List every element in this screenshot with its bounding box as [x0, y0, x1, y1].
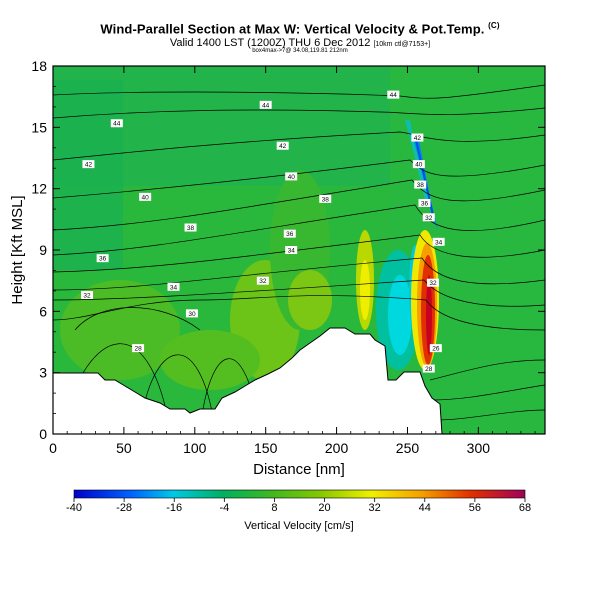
colorbar-scale	[73, 489, 526, 499]
contour-label-box	[387, 90, 400, 99]
contour-label-box	[96, 254, 109, 263]
contour-label-box	[139, 192, 152, 201]
x-tick-label: 150	[254, 440, 278, 456]
contour-label-box	[285, 246, 298, 254]
x-axis-label: Distance [nm]	[253, 461, 345, 478]
contour-label: 44	[262, 102, 270, 109]
contour-label: 44	[390, 92, 398, 99]
x-axis: 0 50 100 150 200 250 300	[49, 66, 536, 456]
contour-label-box	[432, 237, 445, 246]
contour-label: 42	[279, 143, 287, 150]
contour-label: 42	[414, 135, 422, 142]
x-tick-label: 300	[467, 440, 491, 456]
contour-label: 44	[113, 121, 121, 128]
x-tick-label: 50	[116, 440, 132, 456]
contour-label-box	[82, 160, 95, 169]
theta-contours	[53, 84, 545, 431]
colorbar: -40 -28 -16 -4 8 20 32 44 56 68 Vertical Velocity…	[66, 489, 531, 532]
contour-label-box	[167, 282, 180, 291]
contour-label: 38	[322, 196, 330, 203]
colorbar-tick-label: 44	[419, 502, 431, 514]
colorbar-tick-label: 8	[271, 502, 277, 514]
contour-label-box	[411, 133, 424, 142]
contour-label: 28	[425, 366, 433, 373]
contour-label: 40	[142, 194, 150, 201]
colorbar-ticks: -40 -28 -16 -4 8 20 32 44 56 68	[66, 498, 531, 514]
contour-label: 40	[415, 162, 423, 169]
contour-label-box	[132, 344, 145, 353]
chart-location-note: box4max->7@ 34.08,119.81 212nm	[252, 48, 348, 54]
colorbar-tick-label: -40	[66, 502, 82, 514]
chart-subtitle: Valid 1400 LST (1200Z) THU 6 Dec 2012 [1…	[169, 37, 431, 49]
colorbar-tick-label: 68	[519, 502, 531, 514]
velocity-field	[53, 66, 545, 434]
contour-label: 32	[425, 215, 433, 222]
contour-label-box	[110, 119, 123, 128]
contour-label: 32	[259, 278, 267, 285]
colorbar-tick-label: 32	[369, 502, 381, 514]
contour-label: 26	[432, 346, 440, 353]
contour-label-box	[412, 160, 425, 169]
colorbar-tick-label: -16	[166, 502, 182, 514]
colorbar-tick-label: 56	[469, 502, 481, 514]
y-tick-label: 0	[39, 426, 47, 442]
contour-label-box	[422, 364, 435, 373]
contour-label-box	[429, 344, 442, 353]
contour-label-box	[283, 229, 296, 238]
contour-label: 32	[429, 280, 437, 287]
contour-label: 34	[435, 239, 443, 246]
x-tick-label: 100	[183, 440, 207, 456]
x-tick-label: 250	[396, 440, 420, 456]
colorbar-tick-label: 20	[318, 502, 330, 514]
contour-label: 34	[170, 284, 178, 291]
y-tick-label: 12	[31, 181, 47, 197]
contour-label-box	[319, 194, 332, 203]
contour-label-box	[414, 180, 427, 189]
contour-label: 38	[187, 225, 195, 232]
contour-label-box	[185, 309, 198, 318]
terrain-mask	[52, 327, 443, 435]
contour-label-box	[285, 172, 298, 181]
contour-label-box	[418, 198, 431, 207]
colorbar-label: Vertical Velocity [cm/s]	[244, 520, 353, 532]
contour-label-box	[422, 213, 435, 222]
y-axis-label: Height [Kft MSL]	[9, 195, 26, 304]
y-tick-label: 15	[31, 119, 47, 135]
contour-label-box	[259, 100, 272, 109]
y-tick-label: 9	[39, 242, 47, 258]
contour-label-box	[276, 141, 289, 150]
contour-label: 40	[288, 174, 296, 181]
y-tick-label: 3	[39, 365, 47, 381]
x-tick-label: 0	[49, 440, 57, 456]
contour-label-box	[426, 278, 439, 287]
y-tick-label: 6	[39, 303, 47, 319]
contour-label: 42	[85, 162, 93, 169]
contour-label: 36	[286, 231, 294, 238]
x-tick-label: 200	[325, 440, 349, 456]
contour-label: 32	[83, 292, 91, 299]
contour-label: 28	[134, 346, 142, 353]
contour-labels: 44 44 44 42 42 42 40 40 40 38 38 36 38 36 32 34 34 36 32 34…	[81, 90, 445, 373]
contour-label: 34	[288, 248, 296, 255]
chart-title: Wind-Parallel Section at Max W: Vertical…	[100, 21, 500, 37]
y-tick-label: 18	[31, 58, 47, 74]
contour-label: 38	[417, 182, 425, 189]
contour-label-box	[81, 290, 94, 299]
contour-label: 30	[188, 311, 196, 318]
contour-label: 36	[99, 256, 107, 263]
contour-label-box	[256, 276, 269, 285]
contour-label: 36	[421, 200, 429, 207]
colorbar-tick-label: -4	[219, 502, 229, 514]
contour-label-box	[184, 223, 197, 232]
colorbar-tick-label: -28	[116, 502, 132, 514]
